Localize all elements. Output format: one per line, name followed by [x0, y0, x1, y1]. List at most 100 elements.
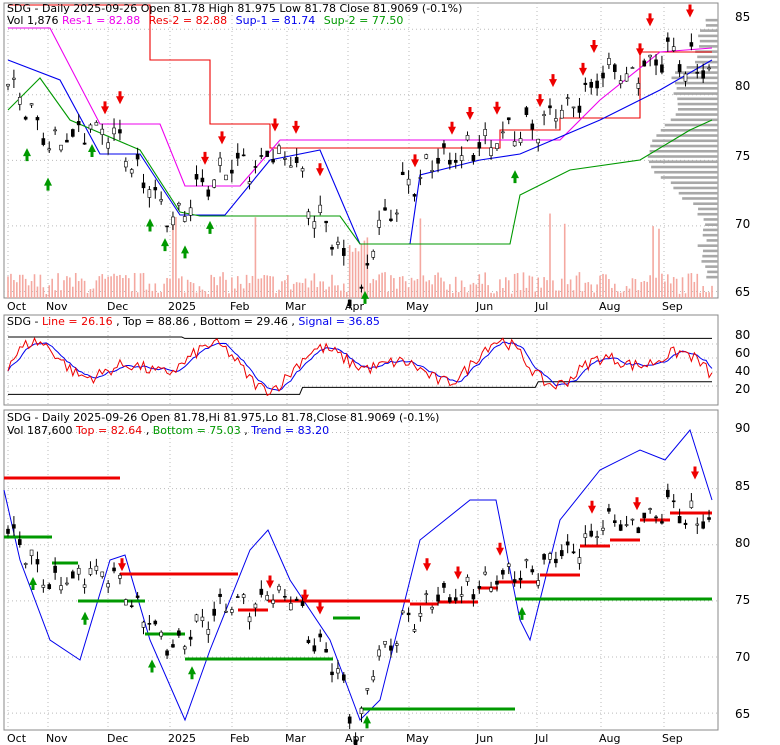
- volume-bar: [198, 286, 201, 298]
- trend-candle-body: [318, 633, 323, 638]
- volume-bar: [431, 284, 433, 298]
- volume-bar: [416, 279, 419, 298]
- oscillator-panel-frame: [3, 314, 719, 406]
- price-tick-65: 65: [735, 285, 750, 299]
- month-axis-bottom: Oct Nov Dec 2025 Feb Mar Apr May Jun Jul…: [7, 732, 683, 745]
- trend-candle-body: [436, 594, 440, 602]
- price-candle-body: [459, 155, 464, 161]
- buy-arrow: [511, 170, 519, 184]
- volume-bar: [57, 273, 59, 298]
- sup2-line: [7, 77, 713, 245]
- trend-candle-body: [371, 676, 376, 681]
- volume-bar: [340, 290, 342, 298]
- price-candle-body: [324, 220, 328, 224]
- price-candle-body: [277, 145, 281, 154]
- price-candle-body: [224, 174, 228, 181]
- price-candle-body: [47, 148, 52, 151]
- volume-bar: [634, 279, 637, 298]
- profile-bar: [703, 228, 718, 232]
- trend-candle-body: [471, 594, 476, 600]
- price-candle-body: [542, 114, 546, 117]
- volume-bar: [225, 279, 227, 298]
- volume-bar: [222, 272, 224, 298]
- price-candle-body: [571, 106, 576, 109]
- volume-bar: [593, 292, 595, 298]
- volume-bar: [608, 278, 610, 298]
- price-candle-body: [177, 203, 181, 206]
- sup1-label: Sup-1 = 81.74: [236, 14, 316, 27]
- trend-candle-body: [300, 601, 305, 606]
- price-candle-body: [677, 64, 682, 73]
- volume-bar: [475, 284, 478, 298]
- volume-bar: [204, 291, 207, 298]
- volume-bar: [136, 292, 139, 298]
- trend-candle-body: [418, 613, 423, 617]
- volume-bar: [472, 282, 475, 298]
- volume-bar: [245, 274, 248, 298]
- volume-bar: [175, 217, 177, 298]
- volume-bar: [502, 288, 504, 298]
- trend-tick-75: 75: [735, 593, 750, 607]
- trend-candle-body: [701, 521, 705, 529]
- buy-arrow: [181, 245, 189, 259]
- month-label-may-b: May: [406, 732, 429, 745]
- price-candle-body: [29, 103, 34, 106]
- profile-bar: [676, 87, 718, 90]
- volume-bar: [681, 277, 684, 298]
- volume-bar: [295, 282, 298, 298]
- sell-arrow: [101, 101, 109, 115]
- osc-prefix: SDG -: [7, 315, 42, 328]
- volume-bar: [130, 291, 133, 298]
- volume-bar: [275, 293, 277, 298]
- profile-bar: [670, 118, 718, 122]
- volume-bar: [284, 280, 286, 298]
- volume-bar: [183, 292, 186, 298]
- price-candle-body: [554, 118, 558, 122]
- trend-candle-body: [377, 649, 381, 657]
- trend-candle-body: [424, 593, 429, 596]
- trend-candle-body: [147, 623, 152, 625]
- price-candle-body: [230, 169, 234, 174]
- price-candle-body: [365, 263, 370, 266]
- volume-bar: [354, 247, 357, 298]
- sell-arrow: [590, 40, 598, 54]
- profile-bar: [673, 92, 718, 95]
- volume-bar: [454, 276, 457, 298]
- price-candle-body: [300, 168, 305, 172]
- volume-bar: [304, 278, 307, 298]
- trend-candle-body: [17, 539, 22, 546]
- trend-candle-body: [660, 521, 664, 524]
- volume-bar: [63, 280, 65, 298]
- profile-bar: [699, 39, 718, 43]
- price-candle-body: [412, 194, 417, 197]
- price-candle-body: [630, 67, 635, 69]
- volume-bar: [21, 274, 24, 298]
- profile-bar: [706, 275, 718, 279]
- sup1-line: [7, 59, 713, 245]
- osc-sep-1: ,: [116, 315, 123, 328]
- oscillator-header: SDG - Line = 26.16 , Top = 88.86 , Botto…: [7, 315, 380, 328]
- volume-bar: [69, 277, 71, 298]
- price-candle-body: [501, 131, 505, 134]
- volume-bar: [613, 283, 616, 298]
- volume-bar: [487, 285, 489, 298]
- trend-tick-90: 90: [735, 421, 750, 435]
- price-candle-body: [330, 246, 334, 250]
- trend-candle-body: [283, 595, 287, 598]
- trend-candle-body: [695, 523, 700, 526]
- volume-bar: [248, 283, 251, 298]
- price-candle-body: [359, 286, 364, 289]
- price-candle-body: [436, 157, 440, 164]
- volume-bar: [413, 280, 416, 298]
- volume-bar: [602, 273, 604, 298]
- trend-candle-body: [524, 559, 529, 562]
- trend-candle-body: [241, 594, 246, 598]
- volume-bar: [13, 280, 15, 298]
- buy-arrow: [206, 220, 214, 234]
- trend-candle-body: [82, 584, 87, 588]
- trend-candle-body: [383, 641, 387, 645]
- price-candle-body: [265, 150, 270, 157]
- volume-bar: [693, 281, 696, 298]
- volume-bars: [7, 213, 713, 298]
- volume-bar: [151, 290, 154, 298]
